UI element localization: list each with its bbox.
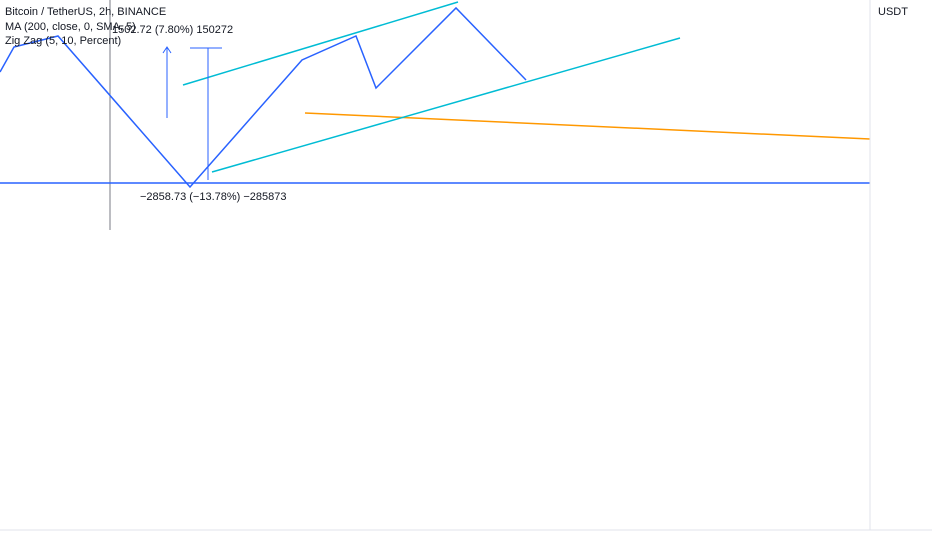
drawings [0,0,871,230]
measure-arrow [162,46,172,54]
annotation: −2858.73 (−13.78%) −285873 [140,191,287,203]
unit-label: USDT [878,6,908,18]
annotation: 1502.72 (7.80%) 150272 [112,24,233,36]
legend-item: MA (200, close, 0, SMA, 5) [5,21,136,33]
chart-title: Bitcoin / TetherUS, 2h, BINANCE [5,6,166,18]
channel-line [211,37,681,173]
legend-item: Zig Zag (5, 10, Percent) [5,35,121,47]
trend-line [304,112,871,140]
zigzag [0,6,527,189]
channel-line [182,1,459,86]
